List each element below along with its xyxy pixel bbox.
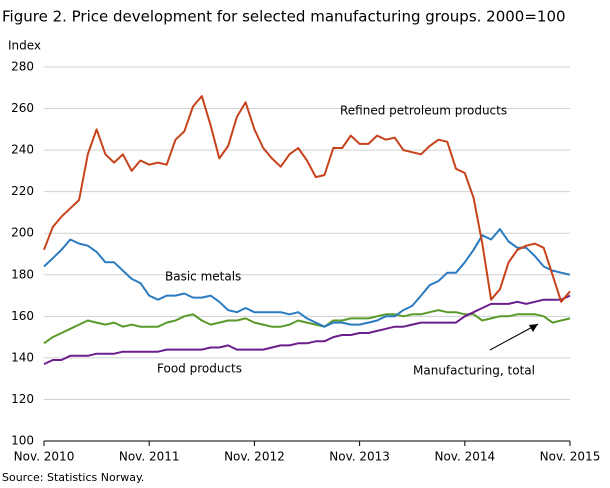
series-line xyxy=(43,309,571,345)
series-line xyxy=(43,294,571,366)
series-label: Basic metals xyxy=(165,270,241,284)
x-tick-label: Nov. 2011 xyxy=(119,450,180,464)
y-tick-label: 260 xyxy=(11,101,34,115)
series-line xyxy=(43,95,571,303)
y-tick-label: 280 xyxy=(11,60,34,74)
series-label: Manufacturing, total xyxy=(413,364,535,378)
y-tick-label: 140 xyxy=(11,350,34,364)
y-tick-label: 220 xyxy=(11,184,34,198)
x-tick-label: Nov. 2013 xyxy=(329,450,390,464)
x-tick-label: Nov. 2014 xyxy=(434,450,495,464)
source: Source: Statistics Norway. xyxy=(2,471,144,484)
annotations: Refined petroleum products Basic metals … xyxy=(157,104,539,378)
arrow-head xyxy=(529,324,538,332)
y-tick-label: 180 xyxy=(11,267,34,281)
x-tick-label: Nov. 2015 xyxy=(540,450,601,464)
series-label: Food products xyxy=(157,362,242,376)
series-label: Refined petroleum products xyxy=(340,104,507,118)
arrow xyxy=(489,323,539,351)
y-tick-label: 200 xyxy=(11,226,34,240)
chart-title: Figure 2. Price development for selected… xyxy=(2,8,566,26)
y-tick-label: 240 xyxy=(11,143,34,157)
x-tick-label: Nov. 2010 xyxy=(14,450,75,464)
y-tick-label: 160 xyxy=(11,309,34,323)
x-tick-label: Nov. 2012 xyxy=(224,450,285,464)
y-tick-label: 120 xyxy=(11,392,34,406)
y-tick-label: 100 xyxy=(11,434,34,448)
y-axis-label: Index xyxy=(8,39,41,53)
series-line xyxy=(43,228,571,328)
